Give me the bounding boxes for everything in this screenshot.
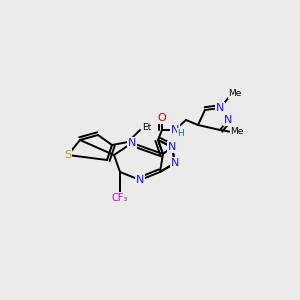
Text: H: H	[178, 128, 184, 137]
Text: O: O	[158, 113, 166, 123]
Text: Et: Et	[142, 124, 152, 133]
Text: Me: Me	[230, 128, 244, 136]
Text: N: N	[216, 103, 224, 113]
Text: Me: Me	[228, 89, 242, 98]
Text: CF₃: CF₃	[112, 193, 128, 203]
Text: N: N	[171, 125, 179, 135]
Text: N: N	[128, 138, 136, 148]
Text: N: N	[171, 158, 179, 168]
Text: N: N	[224, 115, 232, 125]
Text: N: N	[136, 175, 144, 185]
Text: N: N	[168, 142, 176, 152]
Text: S: S	[64, 150, 72, 160]
